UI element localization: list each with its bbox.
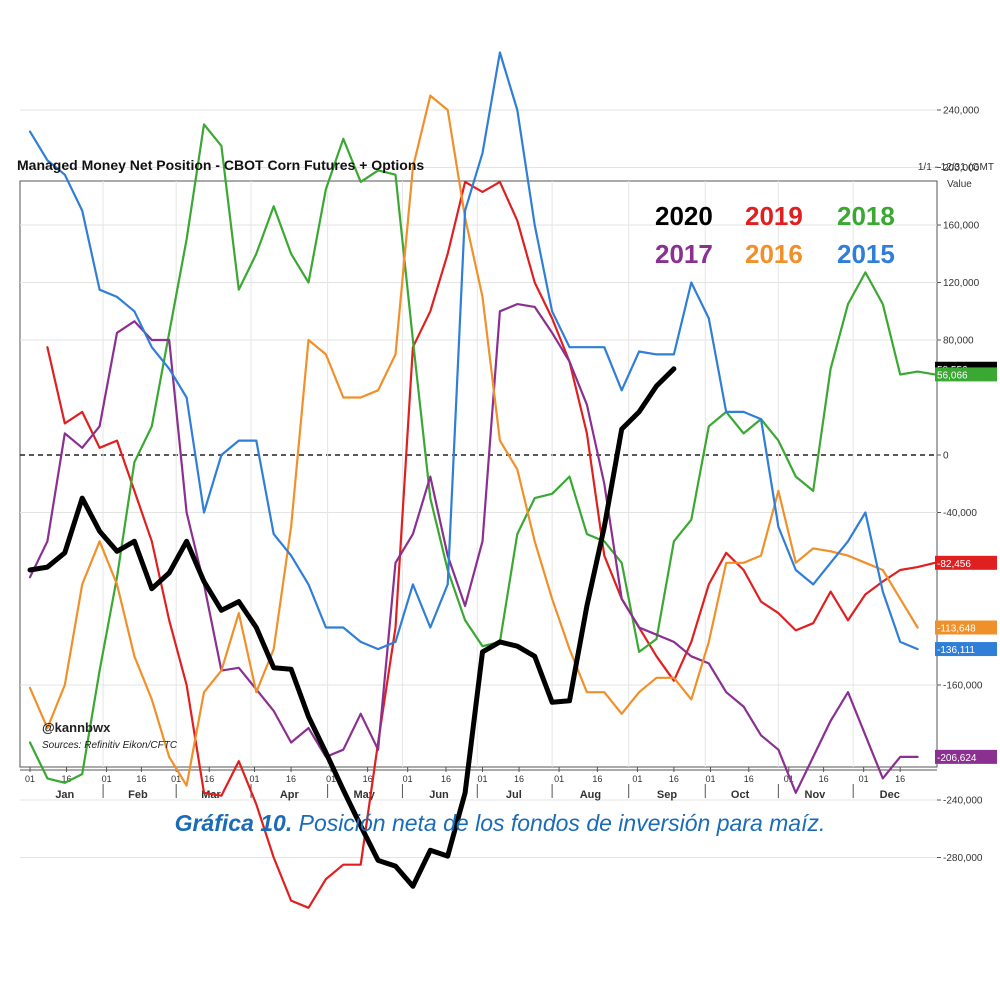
legend: 2020 2019 2018 2017 2016 2015 bbox=[655, 197, 927, 273]
x-day-tick-label: 01 bbox=[25, 774, 35, 784]
x-day-tick-label: 01 bbox=[102, 774, 112, 784]
caption-text: Posición neta de los fondos de inversión… bbox=[292, 810, 826, 836]
x-month-tick-label: Jun bbox=[429, 789, 449, 801]
x-month-tick-label: Dec bbox=[880, 789, 900, 801]
end-label-2019: -82,456 bbox=[935, 555, 997, 570]
legend-entry-2015: 2015 bbox=[837, 239, 895, 269]
x-day-tick-label: 01 bbox=[171, 774, 181, 784]
y-tick-label: 240,000 bbox=[943, 106, 980, 117]
series-line-2018 bbox=[28, 123, 937, 784]
end-label-2018: 56,066 bbox=[935, 367, 997, 382]
legend-entry-2016: 2016 bbox=[745, 239, 803, 269]
legend-entry-2019: 2019 bbox=[745, 201, 803, 231]
y-tick-label: 80,000 bbox=[943, 336, 974, 347]
x-day-tick-label: 01 bbox=[326, 774, 336, 784]
x-month-tick-label: Sep bbox=[657, 789, 677, 801]
x-day-tick-label: 01 bbox=[477, 774, 487, 784]
x-day-tick-label: 01 bbox=[632, 774, 642, 784]
y-tick-label: -280,000 bbox=[943, 853, 983, 864]
legend-entry-2017: 2017 bbox=[655, 239, 713, 269]
end-label-text: 56,066 bbox=[937, 370, 968, 381]
x-day-tick-label: 16 bbox=[441, 774, 451, 784]
x-month-tick-label: Jan bbox=[55, 789, 74, 801]
x-month-tick-label: Apr bbox=[280, 789, 300, 801]
x-month-tick-label: May bbox=[353, 789, 375, 801]
y-tick-label: 160,000 bbox=[943, 221, 980, 232]
x-day-tick-label: 16 bbox=[819, 774, 829, 784]
x-day-tick-label: 16 bbox=[204, 774, 214, 784]
series-line-2017 bbox=[28, 303, 919, 794]
end-label-text: -113,648 bbox=[937, 624, 976, 635]
x-day-tick-label: 16 bbox=[669, 774, 679, 784]
x-day-tick-label: 16 bbox=[286, 774, 296, 784]
end-label-box bbox=[935, 749, 997, 764]
x-day-tick-label: 16 bbox=[592, 774, 602, 784]
x-month-tick-label: Feb bbox=[128, 789, 148, 801]
y-tick-label: -240,000 bbox=[943, 796, 983, 807]
end-label-2017: -206,624 bbox=[935, 749, 997, 764]
series-lines bbox=[27, 51, 937, 909]
end-label-text: -82,456 bbox=[937, 559, 971, 570]
end-label-box bbox=[935, 642, 997, 657]
end-label-2016: -113,648 bbox=[935, 620, 997, 635]
x-month-tick-label: Jul bbox=[506, 789, 522, 801]
end-label-box bbox=[935, 367, 997, 382]
x-day-tick-label: 16 bbox=[136, 774, 146, 784]
x-day-tick-label: 16 bbox=[514, 774, 524, 784]
end-label-box bbox=[935, 620, 997, 635]
x-day-tick-label: 01 bbox=[859, 774, 869, 784]
x-month-tick-label: Nov bbox=[805, 789, 827, 801]
end-label-box bbox=[935, 555, 997, 570]
y-tick-label: 200,000 bbox=[943, 163, 980, 174]
caption-lead: Gráfica 10. bbox=[174, 810, 293, 836]
axes: 240,000 200,000 160,000 120,000 80,000 0 -40,0… bbox=[20, 106, 983, 864]
x-day-tick-label: 01 bbox=[403, 774, 413, 784]
y-tick-label: -160,000 bbox=[943, 681, 983, 692]
x-day-tick-label: 16 bbox=[363, 774, 373, 784]
x-day-tick-label: 16 bbox=[895, 774, 905, 784]
y-tick-label: -40,000 bbox=[943, 508, 977, 519]
x-day-tick-label: 16 bbox=[744, 774, 754, 784]
date-range: 1/1 - 12/31 (GMT bbox=[917, 162, 994, 173]
series-line-2020 bbox=[27, 366, 677, 889]
series-line-2015 bbox=[28, 51, 919, 651]
x-day-tick-label: 01 bbox=[250, 774, 260, 784]
y-tick-label: 120,000 bbox=[943, 278, 980, 289]
series-line-2016 bbox=[28, 94, 919, 787]
legend-entry-2020: 2020 bbox=[655, 201, 713, 231]
end-labels: 58,556-82,45656,066-206,624-113,648-136,… bbox=[935, 361, 997, 764]
figure-caption: Gráfica 10. Posición neta de los fondos … bbox=[0, 810, 1000, 837]
watermark-source: Sources: Refinitiv Eikon/CFTC bbox=[42, 740, 178, 751]
watermark-handle: @kannbwx bbox=[42, 720, 111, 735]
legend-entry-2018: 2018 bbox=[837, 201, 895, 231]
x-day-tick-label: 16 bbox=[62, 774, 72, 784]
x-day-tick-label: 01 bbox=[554, 774, 564, 784]
x-day-tick-label: 01 bbox=[784, 774, 794, 784]
x-day-tick-label: 01 bbox=[705, 774, 715, 784]
x-month-tick-label: Aug bbox=[580, 789, 601, 801]
y-axis-label: Value bbox=[947, 179, 972, 190]
chart-title: Managed Money Net Position - CBOT Corn F… bbox=[17, 157, 425, 173]
end-label-2015: -136,111 bbox=[935, 642, 997, 657]
y-tick-label: 0 bbox=[943, 451, 949, 462]
end-label-text: -136,111 bbox=[937, 645, 975, 656]
end-label-text: -206,624 bbox=[937, 753, 977, 764]
x-month-tick-label: Oct bbox=[731, 789, 750, 801]
